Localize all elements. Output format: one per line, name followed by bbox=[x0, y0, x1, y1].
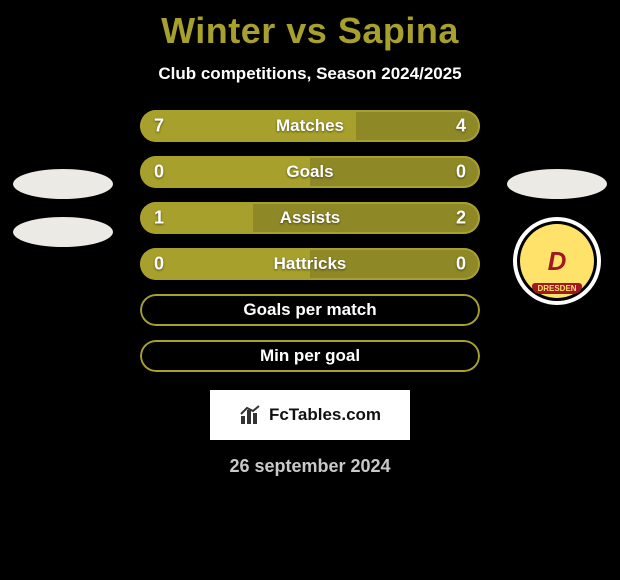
stat-label: Matches bbox=[276, 116, 344, 136]
stat-row: 7 4 Matches bbox=[140, 110, 480, 142]
stat-rows: 7 4 Matches 0 0 Goals 1 2 Assists 0 0 Hattricks Goal… bbox=[140, 104, 480, 372]
oval-shape bbox=[13, 169, 113, 199]
brand-badge[interactable]: FcTables.com bbox=[210, 390, 410, 440]
stat-label: Min per goal bbox=[260, 346, 360, 366]
club-badge-letter: D bbox=[548, 246, 567, 277]
stat-value-left: 0 bbox=[154, 254, 164, 275]
club-badge-banner: DRESDEN bbox=[532, 283, 581, 294]
right-club-logo: D DRESDEN bbox=[512, 159, 602, 249]
right-club-stack: D DRESDEN bbox=[512, 159, 602, 305]
date-text: 26 september 2024 bbox=[0, 456, 620, 477]
left-club-placeholder bbox=[18, 159, 108, 247]
stat-row: Min per goal bbox=[140, 340, 480, 372]
stat-value-left: 0 bbox=[154, 162, 164, 183]
stat-fill-right bbox=[310, 156, 480, 188]
stat-row: 0 0 Hattricks bbox=[140, 248, 480, 280]
club-badge-dresden: D DRESDEN bbox=[513, 217, 601, 305]
stat-value-left: 1 bbox=[154, 208, 164, 229]
stat-label: Goals bbox=[286, 162, 333, 182]
subtitle: Club competitions, Season 2024/2025 bbox=[0, 64, 620, 84]
page-title: Winter vs Sapina bbox=[0, 0, 620, 52]
stat-value-right: 4 bbox=[456, 116, 466, 137]
stat-fill-left bbox=[140, 156, 310, 188]
stat-value-right: 0 bbox=[456, 254, 466, 275]
stat-value-right: 2 bbox=[456, 208, 466, 229]
brand-text: FcTables.com bbox=[269, 405, 381, 425]
stat-row: 1 2 Assists bbox=[140, 202, 480, 234]
content-root: Winter vs Sapina Club competitions, Seas… bbox=[0, 0, 620, 580]
oval-shape bbox=[507, 169, 607, 199]
left-club-logo bbox=[18, 159, 108, 249]
oval-shape bbox=[13, 217, 113, 247]
stat-row: Goals per match bbox=[140, 294, 480, 326]
stat-value-right: 0 bbox=[456, 162, 466, 183]
stat-label: Hattricks bbox=[274, 254, 347, 274]
stat-row: 0 0 Goals bbox=[140, 156, 480, 188]
stat-label: Assists bbox=[280, 208, 340, 228]
stat-label: Goals per match bbox=[243, 300, 376, 320]
comparison-area: D DRESDEN 7 4 Matches 0 0 Goals 1 2 Assists 0 0 Hat… bbox=[0, 104, 620, 372]
stat-value-left: 7 bbox=[154, 116, 164, 137]
club-badge-inner: D DRESDEN bbox=[520, 224, 594, 298]
chart-icon bbox=[239, 404, 263, 426]
